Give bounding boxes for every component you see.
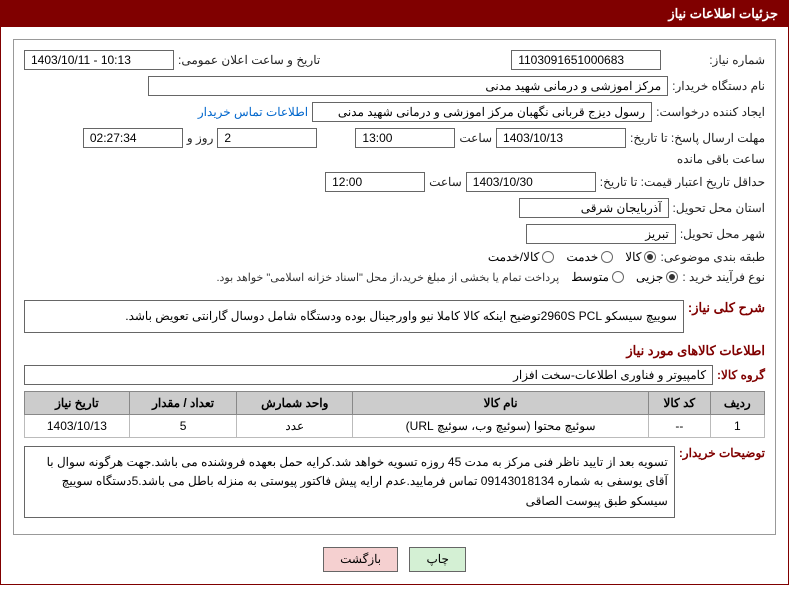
field-buyer-org: مرکز اموزشی و درمانی شهید مدنی: [148, 76, 668, 96]
table-row: 1 -- سوئیچ محتوا (سوئیچ وب، سوئیچ URL) ع…: [25, 415, 765, 438]
th-date: تاریخ نیاز: [25, 392, 130, 415]
link-buyer-contact[interactable]: اطلاعات تماس خریدار: [198, 105, 308, 119]
td-qty: 5: [129, 415, 237, 438]
field-min-validity-date: 1403/10/30: [466, 172, 596, 192]
field-general-desc: سوییچ سیسکو 2960S PCLتوضیح اینکه کالا کا…: [24, 300, 684, 333]
row-requester: ایجاد کننده درخواست: رسول دیزج قربانی نگ…: [24, 102, 765, 122]
radio-item-medium[interactable]: متوسط: [571, 270, 624, 284]
row-min-validity: حداقل تاریخ اعتبار قیمت: تا تاریخ: 1403/…: [24, 172, 765, 192]
row-buyer-notes: توضیحات خریدار: تسویه بعد از تایید ناظر …: [24, 446, 765, 518]
label-city: شهر محل تحویل:: [680, 227, 765, 241]
field-time-remaining: 02:27:34: [83, 128, 183, 148]
radio-item-partial[interactable]: جزیی: [636, 270, 678, 284]
radio-dot-both: [542, 251, 554, 263]
field-buyer-notes: تسویه بعد از تایید ناظر فنی مرکز به مدت …: [24, 446, 675, 518]
td-date: 1403/10/13: [25, 415, 130, 438]
label-hour-1: ساعت: [459, 131, 492, 145]
label-category: طبقه بندی موضوعی:: [660, 250, 765, 264]
label-buyer-notes: توضیحات خریدار:: [679, 446, 765, 460]
radio-label-partial: جزیی: [636, 270, 663, 284]
table-header-row: ردیف کد کالا نام کالا واحد شمارش تعداد /…: [25, 392, 765, 415]
goods-table: ردیف کد کالا نام کالا واحد شمارش تعداد /…: [24, 391, 765, 438]
purchase-note: پرداخت تمام یا بخشی از مبلغ خرید،از محل …: [216, 271, 559, 284]
panel-header: جزئیات اطلاعات نیاز: [1, 1, 788, 27]
label-remaining: ساعت باقی مانده: [677, 152, 765, 166]
radio-dot-medium: [612, 271, 624, 283]
row-need-number: شماره نیاز: 1103091651000683 تاریخ و ساع…: [24, 50, 765, 70]
th-code: کد کالا: [649, 392, 710, 415]
row-purchase-type: نوع فرآیند خرید : جزیی متوسط پرداخت تمام…: [24, 270, 765, 284]
td-code: --: [649, 415, 710, 438]
print-button[interactable]: چاپ: [409, 547, 465, 572]
section-title-goods-info: اطلاعات کالاهای مورد نیاز: [24, 343, 765, 359]
th-row: ردیف: [710, 392, 764, 415]
radio-label-medium: متوسط: [571, 270, 609, 284]
label-buyer-org: نام دستگاه خریدار:: [672, 79, 765, 93]
radio-label-service: خدمت: [566, 250, 598, 264]
form-container: شماره نیاز: 1103091651000683 تاریخ و ساع…: [13, 39, 776, 535]
main-panel: جزئیات اطلاعات نیاز شماره نیاز: 11030916…: [0, 0, 789, 585]
field-days-remaining: 2: [217, 128, 317, 148]
th-qty: تعداد / مقدار: [129, 392, 237, 415]
td-name: سوئیچ محتوا (سوئیچ وب، سوئیچ URL): [353, 415, 649, 438]
radio-item-goods[interactable]: کالا: [625, 250, 656, 264]
label-purchase-type: نوع فرآیند خرید :: [682, 270, 765, 284]
field-requester: رسول دیزج قربانی نگهبان مرکز اموزشی و در…: [312, 102, 652, 122]
field-response-date: 1403/10/13: [496, 128, 626, 148]
label-min-validity: حداقل تاریخ اعتبار قیمت: تا تاریخ:: [600, 175, 765, 189]
td-row: 1: [710, 415, 764, 438]
panel-content: شماره نیاز: 1103091651000683 تاریخ و ساع…: [1, 27, 788, 584]
td-unit: عدد: [237, 415, 353, 438]
row-city: شهر محل تحویل: تبریز: [24, 224, 765, 244]
radio-item-service[interactable]: خدمت: [566, 250, 613, 264]
label-response-deadline: مهلت ارسال پاسخ: تا تاریخ:: [630, 131, 765, 145]
radio-dot-goods: [644, 251, 656, 263]
row-category: طبقه بندی موضوعی: کالا خدمت کالا/خدمت: [24, 250, 765, 264]
field-announce-dt: 1403/10/11 - 10:13: [24, 50, 174, 70]
th-unit: واحد شمارش: [237, 392, 353, 415]
button-row: چاپ بازگشت: [13, 547, 776, 572]
field-min-validity-time: 12:00: [325, 172, 425, 192]
label-days-and: روز و: [187, 131, 214, 145]
label-goods-group: گروه کالا:: [717, 368, 765, 382]
label-general-desc: شرح کلی نیاز:: [688, 300, 765, 316]
row-province: استان محل تحویل: آذربایجان شرقی: [24, 198, 765, 218]
field-need-number: 1103091651000683: [511, 50, 661, 70]
field-city: تبریز: [526, 224, 676, 244]
field-response-time: 13:00: [355, 128, 455, 148]
th-name: نام کالا: [353, 392, 649, 415]
radio-dot-service: [601, 251, 613, 263]
panel-title: جزئیات اطلاعات نیاز: [668, 6, 778, 21]
label-province: استان محل تحویل:: [673, 201, 765, 215]
label-need-number: شماره نیاز:: [709, 53, 765, 67]
field-province: آذربایجان شرقی: [519, 198, 669, 218]
field-goods-group: کامپیوتر و فناوری اطلاعات-سخت افزار: [24, 365, 713, 385]
radio-dot-partial: [666, 271, 678, 283]
label-requester: ایجاد کننده درخواست:: [656, 105, 765, 119]
label-announce-dt: تاریخ و ساعت اعلان عمومی:: [178, 53, 320, 67]
row-general-desc: شرح کلی نیاز: سوییچ سیسکو 2960S PCLتوضیح…: [24, 300, 765, 333]
row-goods-group: گروه کالا: کامپیوتر و فناوری اطلاعات-سخت…: [24, 365, 765, 385]
radio-group-category: کالا خدمت کالا/خدمت: [488, 250, 657, 264]
radio-item-both[interactable]: کالا/خدمت: [488, 250, 554, 264]
radio-label-both: کالا/خدمت: [488, 250, 539, 264]
radio-label-goods: کالا: [625, 250, 641, 264]
back-button[interactable]: بازگشت: [323, 547, 398, 572]
radio-group-purchase: جزیی متوسط: [571, 270, 678, 284]
row-response-deadline: مهلت ارسال پاسخ: تا تاریخ: 1403/10/13 سا…: [24, 128, 765, 166]
label-hour-2: ساعت: [429, 175, 462, 189]
row-buyer-org: نام دستگاه خریدار: مرکز اموزشی و درمانی …: [24, 76, 765, 96]
